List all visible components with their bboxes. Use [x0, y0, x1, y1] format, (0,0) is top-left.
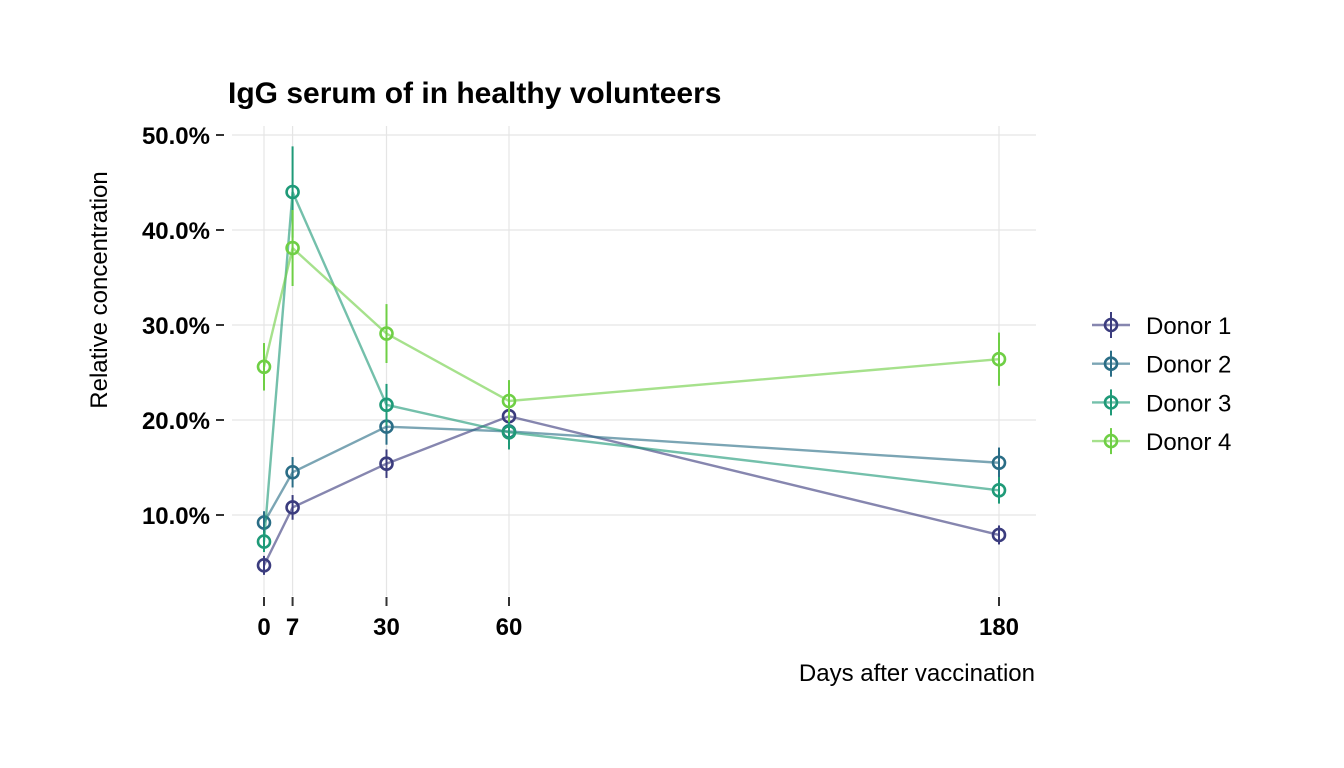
- donor-4-point: [256, 359, 272, 375]
- donor-4-point: [501, 393, 517, 409]
- donor-2-point: [991, 455, 1007, 471]
- donor-3-point: [379, 397, 394, 413]
- legend: Donor 1 Donor 2 Donor 3 Donor 4: [1092, 312, 1231, 456]
- donor-1-point: [256, 558, 272, 573]
- donor-2-point: [285, 464, 300, 480]
- donor-3-point: [256, 534, 272, 549]
- donor-1-legend-label: Donor 1: [1146, 313, 1231, 340]
- y-tick-label: 40.0%: [142, 218, 210, 245]
- chart-title: IgG serum of in healthy volunteers: [228, 77, 721, 110]
- ticks-layer: 10.0% 20.0% 30.0% 40.0% 50.0% 0 7 30 60 180: [142, 123, 1019, 641]
- donor-4-point: [285, 240, 300, 256]
- donor-4-point: [991, 351, 1007, 367]
- donor-2-legend-label: Donor 2: [1146, 352, 1231, 379]
- donor-3-line: [262, 191, 1000, 542]
- donor-4-point: [379, 326, 394, 341]
- x-axis-title: Days after vaccination: [799, 660, 1035, 687]
- donor-2-legend-marker: [1103, 356, 1119, 372]
- y-tick-label: 10.0%: [142, 503, 210, 530]
- y-axis-title: Relative concentration: [86, 171, 113, 408]
- y-tick-label: 30.0%: [142, 313, 210, 340]
- donor-4-legend-marker: [1103, 433, 1119, 449]
- x-tick-label: 7: [286, 614, 299, 641]
- x-tick-label: 0: [257, 614, 270, 641]
- series-layer: [256, 146, 1007, 575]
- donor-4-legend-label: Donor 4: [1146, 429, 1231, 456]
- donor-3-point: [285, 184, 300, 200]
- x-tick-label: 60: [496, 614, 523, 641]
- donor-3-point: [501, 425, 517, 440]
- x-tick-label: 180: [979, 614, 1019, 641]
- donor-1-point: [285, 500, 300, 515]
- donor-1-point: [991, 527, 1007, 543]
- donor-1-legend-marker: [1103, 317, 1119, 333]
- y-tick-label: 20.0%: [142, 408, 210, 435]
- grid-layer: [232, 126, 1036, 596]
- x-tick-label: 30: [373, 614, 400, 641]
- donor-3-point: [991, 482, 1007, 498]
- y-tick-label: 50.0%: [142, 123, 210, 150]
- donor-3-legend-label: Donor 3: [1146, 390, 1231, 417]
- donor-3-legend-marker: [1103, 395, 1119, 410]
- donor-1-point: [379, 456, 394, 472]
